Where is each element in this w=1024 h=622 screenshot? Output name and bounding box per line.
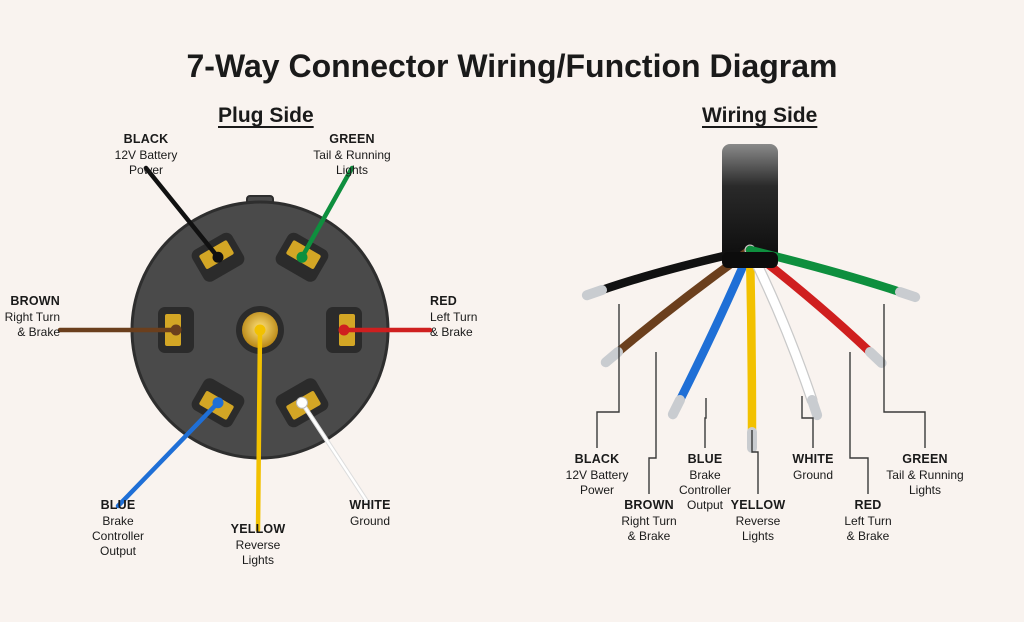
plug-label-blue: BLUEBrakeControllerOutput (58, 498, 178, 559)
wire-white (750, 250, 812, 400)
plug-pin-yellow (242, 312, 278, 348)
wire-yellow (750, 250, 752, 432)
wiring-label-yellow: YELLOWReverseLights (708, 498, 808, 544)
plug-label-green: GREENTail & RunningLights (292, 132, 412, 178)
plug-pin-black (189, 230, 247, 284)
plug-pin-white (273, 376, 331, 430)
plug-label-brown: BROWNRight Turn& Brake (0, 294, 60, 340)
ferrule-brown (606, 352, 618, 362)
plug-side-diagram (60, 168, 430, 530)
page-title: 7-Way Connector Wiring/Function Diagram (0, 0, 1024, 85)
plug-leader-green (302, 168, 352, 257)
wiring-label-red: REDLeft Turn& Brake (818, 498, 918, 544)
wire-green (750, 250, 900, 292)
plug-label-white: WHITEGround (310, 498, 430, 529)
ferrule-black (587, 290, 602, 295)
plug-leader-white (302, 403, 370, 506)
plug-leader-black (146, 168, 218, 257)
plug-pin-red (326, 307, 362, 353)
wire-red (750, 250, 870, 352)
ferrule-white (812, 400, 817, 415)
wire-black (602, 250, 750, 290)
plug-label-red: REDLeft Turn& Brake (430, 294, 550, 340)
plug-label-yellow: YELLOWReverseLights (198, 522, 318, 568)
ferrule-green (900, 292, 915, 297)
wiring-leader-white (802, 396, 813, 448)
wiring-leader-black (597, 304, 619, 448)
wiring-label-green: GREENTail & RunningLights (875, 452, 975, 498)
wiring-leader-blue (705, 398, 706, 448)
plug-leader-blue (118, 403, 218, 506)
section-title-wiring: Wiring Side (702, 104, 817, 128)
wiring-label-black: BLACK12V BatteryPower (547, 452, 647, 498)
wiring-side-diagram (587, 144, 925, 494)
plug-pin-blue (189, 376, 247, 430)
plug-label-black: BLACK12V BatteryPower (86, 132, 206, 178)
wiring-label-white: WHITEGround (763, 452, 863, 483)
wire-blue (680, 250, 750, 400)
section-title-plug: Plug Side (218, 104, 314, 128)
wire-brown (618, 250, 750, 352)
plug-pin-green (273, 230, 331, 284)
ferrule-red (870, 352, 882, 363)
ferrule-blue (673, 400, 680, 414)
plug-pin-brown (158, 307, 194, 353)
wiring-leader-green (884, 304, 925, 448)
plug-leader-yellow (258, 330, 260, 530)
cable-sheath (722, 144, 778, 264)
